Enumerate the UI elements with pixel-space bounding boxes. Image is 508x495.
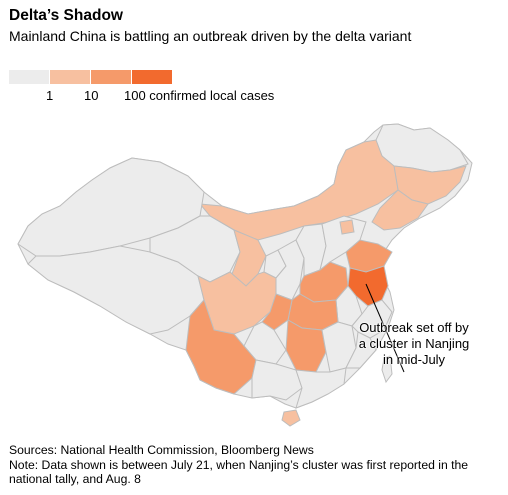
province-liaoning bbox=[371, 189, 429, 231]
province-beijing bbox=[339, 219, 355, 235]
province-guangxi bbox=[251, 359, 303, 401]
legend-swatch-0 bbox=[9, 70, 49, 84]
region-taiwan bbox=[381, 355, 393, 384]
annotation-line-2: a cluster in Nanjing bbox=[358, 336, 470, 351]
province-zhejiang bbox=[351, 299, 393, 339]
legend-swatch-2 bbox=[91, 70, 131, 84]
sources-text: Sources: National Health Commission, Blo… bbox=[9, 443, 314, 457]
annotation-line-3: in mid-July bbox=[382, 352, 446, 367]
province-guangdong bbox=[295, 367, 347, 409]
province-hainan bbox=[281, 409, 301, 427]
annotation-line-1: Outbreak set off by bbox=[359, 320, 469, 335]
footer: Sources: National Health Commission, Blo… bbox=[9, 443, 504, 487]
note-text: Note: Data shown is between July 21, whe… bbox=[9, 457, 469, 487]
china-map bbox=[17, 123, 473, 427]
legend-swatch-1 bbox=[50, 70, 90, 84]
province-qinghai bbox=[149, 215, 241, 283]
legend-label-100: 100 confirmed local cases bbox=[124, 88, 275, 103]
legend-label-10: 10 bbox=[84, 88, 99, 103]
chart-title: Delta’s Shadow bbox=[9, 7, 123, 24]
outbreak-annotation: Outbreak set off by a cluster in Nanjing… bbox=[344, 320, 484, 368]
annotation-leader-line bbox=[365, 283, 405, 373]
chart-subtitle: Mainland China is battling an outbreak d… bbox=[9, 28, 412, 44]
legend: 1 10 100 confirmed local cases bbox=[9, 70, 309, 104]
province-hunan bbox=[285, 319, 327, 373]
legend-label-1: 1 bbox=[46, 88, 54, 103]
legend-swatch-3 bbox=[132, 70, 172, 84]
